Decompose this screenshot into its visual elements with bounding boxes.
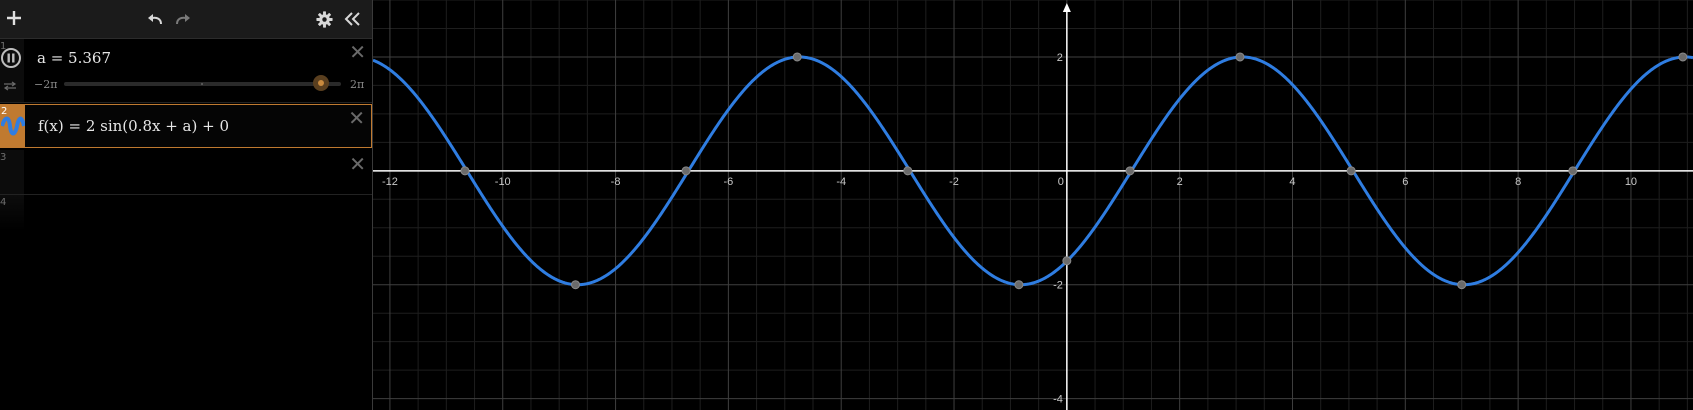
expression-color-swatch[interactable]	[1, 105, 25, 147]
maximum-point	[792, 52, 802, 62]
double-chevron-left-icon[interactable]	[342, 9, 364, 29]
x-tick-label: -8	[611, 176, 621, 188]
tick-labels: -12 -10 -8 -6 -4 -2 0 2 4 6 8 10 2 -2 -4	[382, 52, 1637, 406]
axes	[373, 3, 1693, 410]
redo-icon[interactable]	[173, 9, 193, 29]
expression-gutter	[0, 150, 24, 194]
minimum-point	[1457, 280, 1467, 290]
expression-row-empty[interactable]: 3 ✕	[0, 150, 372, 195]
expression-gutter	[0, 195, 24, 231]
x-tick-label: -12	[382, 176, 398, 188]
y-axis-arrow	[1062, 3, 1071, 12]
x-tick-label: 4	[1289, 176, 1295, 188]
expression-index: 3	[0, 152, 7, 163]
x-tick-label: 0	[1058, 176, 1064, 188]
x-tick-label: 2	[1177, 176, 1183, 188]
x-tick-label: -6	[723, 176, 733, 188]
slider-track[interactable]	[64, 75, 341, 91]
minimum-point	[1014, 280, 1024, 290]
x-tick-label: -4	[836, 176, 846, 188]
delete-expression-icon[interactable]: ✕	[349, 40, 366, 64]
maximum-point	[1235, 52, 1245, 62]
function-expression-text[interactable]: f(x) = 2 sin(0.8x + a) + 0	[38, 117, 230, 135]
x-tick-label: 8	[1515, 176, 1521, 188]
x-tick-label: -10	[495, 176, 511, 188]
x-tick-label: -2	[949, 176, 959, 188]
curve-layer	[373, 55, 1693, 287]
y-tick-label: -4	[1053, 394, 1063, 406]
graph-canvas[interactable]: -12 -10 -8 -6 -4 -2 0 2 4 6 8 10 2 -2 -4	[373, 0, 1693, 410]
zero-point	[1125, 166, 1135, 176]
expression-row-function[interactable]: 2 f(x) = 2 sin(0.8x + a) + 0 ✕	[0, 104, 372, 148]
plus-icon[interactable]	[4, 8, 24, 28]
x-tick-label: 6	[1402, 176, 1408, 188]
zero-point	[681, 166, 691, 176]
expression-row-empty[interactable]: 4	[0, 195, 372, 231]
slider-handle[interactable]	[312, 75, 329, 91]
delete-expression-icon[interactable]: ✕	[349, 152, 366, 176]
zero-point	[903, 166, 913, 176]
major-gridlines	[373, 0, 1693, 410]
loop-icon[interactable]	[3, 78, 19, 91]
minor-gridlines	[373, 0, 1693, 410]
slider-expression-text[interactable]: a = 5.367	[37, 49, 111, 67]
gear-icon[interactable]	[314, 9, 334, 29]
y-tick-label: 2	[1057, 52, 1063, 64]
minimum-point	[571, 280, 581, 290]
expression-index: 4	[0, 197, 7, 208]
function-curve	[373, 55, 1693, 287]
x-tick-label: 10	[1625, 176, 1637, 188]
undo-icon[interactable]	[145, 9, 165, 29]
pause-icon[interactable]	[1, 48, 21, 68]
slider-tick	[201, 83, 203, 85]
zero-point	[1568, 166, 1578, 176]
expression-index: 2	[1, 106, 8, 117]
maximum-point	[1678, 52, 1688, 62]
zero-point	[1346, 166, 1356, 176]
y-tick-label: -2	[1053, 280, 1063, 292]
slider-min-label[interactable]: −2π	[34, 78, 58, 91]
expression-toolbar	[0, 0, 372, 39]
points-layer	[460, 52, 1688, 290]
sine-wave-icon	[1, 116, 25, 136]
slider-max-label[interactable]: 2π	[350, 78, 365, 91]
zero-point	[460, 166, 470, 176]
delete-expression-icon[interactable]: ✕	[348, 106, 365, 130]
expression-panel: 1 a = 5.367 −2π 2π ✕ 2 f(x) = 2 sin(0.8x…	[0, 0, 373, 410]
y-intercept-point	[1062, 256, 1072, 266]
expression-index: 1	[0, 41, 7, 52]
expression-row-slider[interactable]: 1 a = 5.367 −2π 2π ✕	[0, 39, 372, 103]
